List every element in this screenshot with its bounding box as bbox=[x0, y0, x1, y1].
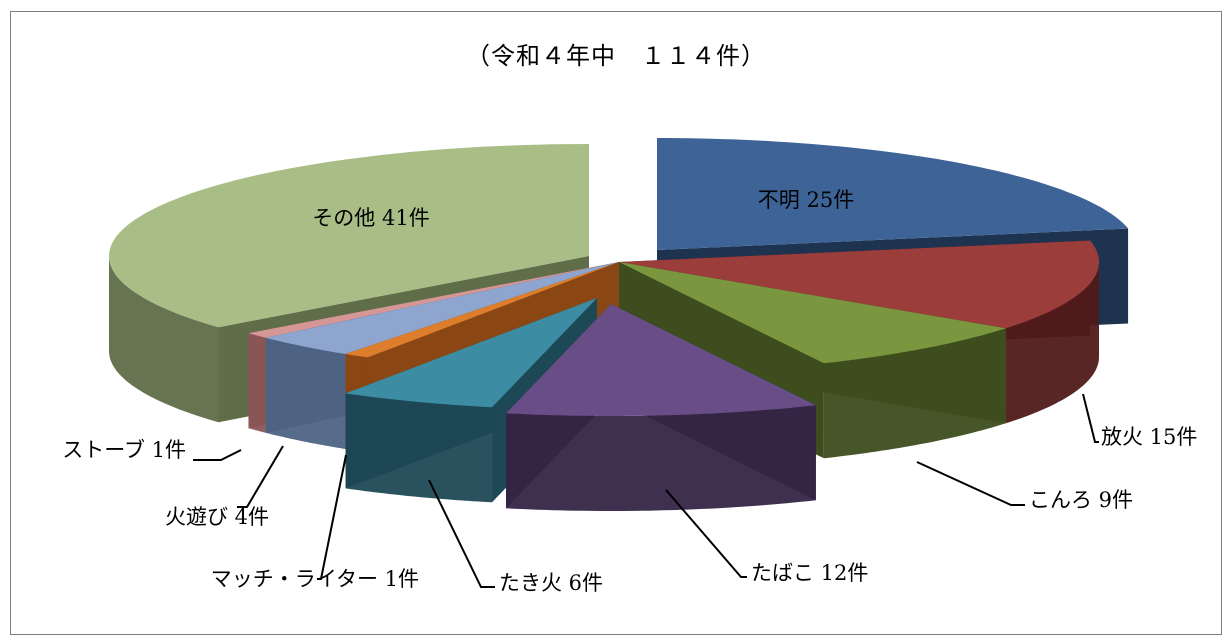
slice-tobacco-side bbox=[506, 405, 816, 511]
slice-fire-play-side bbox=[265, 337, 346, 449]
pie-slices bbox=[109, 138, 1129, 511]
label-unknown: 不明 25件 bbox=[758, 188, 854, 212]
slice-bonfire-side bbox=[345, 393, 492, 503]
slice-bonfire-top bbox=[345, 298, 597, 408]
slice-heater-side bbox=[248, 333, 266, 433]
leader-line-fire-play bbox=[237, 445, 284, 508]
label-match-lighter: マッチ・ライター 1件 bbox=[211, 567, 419, 591]
slice-match-lighter-top bbox=[345, 262, 619, 358]
slice-other-top bbox=[109, 144, 589, 328]
label-heater: ストーブ 1件 bbox=[62, 438, 186, 462]
label-fire-play: 火遊び 4件 bbox=[165, 505, 269, 529]
slice-heater-top bbox=[248, 262, 619, 338]
slice-unknown-top bbox=[657, 138, 1129, 250]
slice-stove-burner-side bbox=[823, 328, 1006, 459]
label-other: その他 41件 bbox=[312, 206, 429, 230]
slice-arson-side bbox=[1005, 262, 1099, 424]
slice-stove-burner-top bbox=[619, 262, 1006, 364]
slice-tobacco-top bbox=[506, 304, 816, 416]
chart-frame: （令和４年中 １１４件） 不明 25件放火 15件こんろ 9件たばこ 12件 たき… bbox=[10, 11, 1222, 635]
leader-line-tobacco bbox=[665, 489, 747, 578]
slice-tobacco bbox=[506, 304, 816, 511]
slice-arson-top bbox=[619, 240, 1099, 329]
leader-line-arson bbox=[1082, 393, 1099, 443]
chart-title: （令和４年中 １１４件） bbox=[466, 42, 766, 70]
label-bonfire: たき火 6件 bbox=[499, 571, 603, 595]
leader-line-stove-burner bbox=[916, 461, 1025, 506]
leader-line-match-lighter bbox=[317, 454, 347, 580]
leader-line-heater bbox=[193, 449, 242, 461]
leader-lines bbox=[193, 393, 1099, 588]
slice-fire-play-top bbox=[265, 262, 619, 354]
label-tobacco: たばこ 12件 bbox=[751, 561, 868, 585]
label-stove-burner: こんろ 9件 bbox=[1029, 488, 1133, 512]
leader-line-bonfire bbox=[428, 479, 495, 588]
label-arson: 放火 15件 bbox=[1101, 425, 1197, 449]
slice-other-side bbox=[109, 256, 219, 423]
